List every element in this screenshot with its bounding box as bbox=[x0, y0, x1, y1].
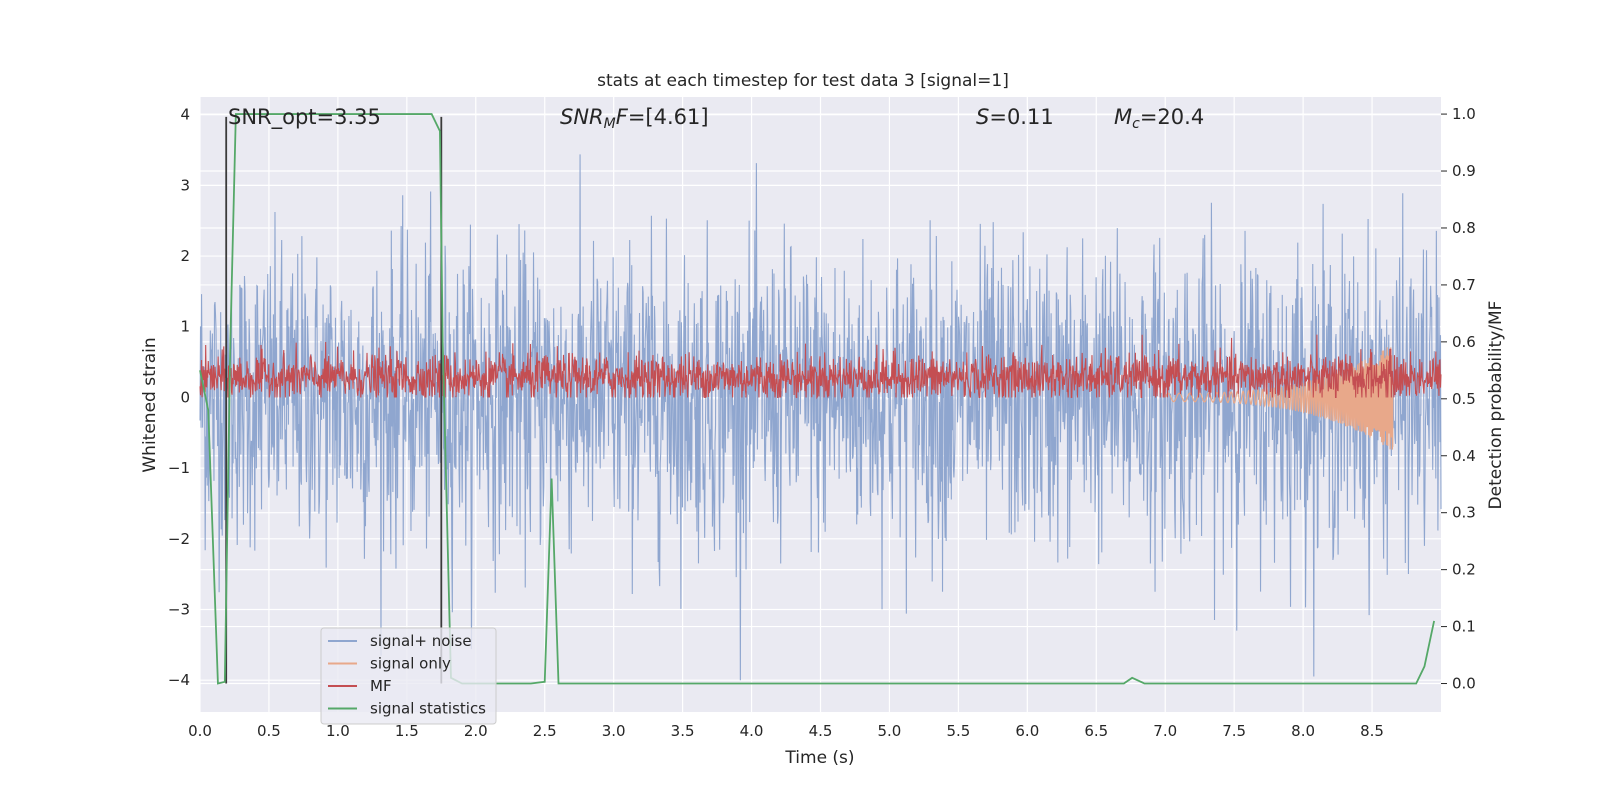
y-tick-label: −4 bbox=[168, 671, 190, 689]
annotation-mc-main: M bbox=[1114, 105, 1132, 129]
annotation-mc-rest: =20.4 bbox=[1140, 105, 1204, 129]
y2-tick-label: 1.0 bbox=[1452, 105, 1476, 123]
x-tick-label: 8.0 bbox=[1291, 722, 1315, 740]
y2-tick-label: 0.1 bbox=[1452, 618, 1476, 636]
legend-label: signal statistics bbox=[370, 700, 486, 718]
y2-tick-label: 0.9 bbox=[1452, 162, 1476, 180]
x-axis-ticks: 0.0 0.5 1.0 1.5 2.0 2.5 3.0 3.5 4.0 4.5 5.0 5.5 6.0 6… bbox=[188, 722, 1384, 740]
y2-tick-label: 0.3 bbox=[1452, 504, 1476, 522]
series-signal-only bbox=[1164, 347, 1394, 450]
y-tick-label: 0 bbox=[180, 388, 190, 406]
y-axis-ticks: −4 −3 −2 −1 0 1 2 3 4 bbox=[168, 106, 190, 690]
stats-trace bbox=[199, 113, 1435, 685]
x-tick-label: 8.5 bbox=[1360, 722, 1384, 740]
annotation-mc-sub: c bbox=[1132, 116, 1140, 132]
annotation-snr-mf-rest: F=[4.61] bbox=[616, 105, 709, 129]
legend-label: signal+ noise bbox=[370, 632, 472, 650]
y-tick-label: 4 bbox=[180, 106, 190, 124]
annotation-snr-mf-f: F bbox=[616, 105, 629, 129]
chart-title: stats at each timestep for test data 3 [… bbox=[597, 71, 1009, 91]
x-tick-label: 2.5 bbox=[533, 722, 557, 740]
y2-tick-label: 0.2 bbox=[1452, 561, 1476, 579]
noise-trace bbox=[199, 154, 1442, 681]
y2-tick-label: 0.5 bbox=[1452, 390, 1476, 408]
y2-tick-label: 0.6 bbox=[1452, 333, 1476, 351]
y-tick-label: 2 bbox=[180, 247, 190, 265]
x-tick-label: 4.5 bbox=[809, 722, 833, 740]
chirp-trace bbox=[1164, 347, 1394, 450]
legend-label: MF bbox=[370, 677, 392, 695]
y2-tick-label: 0.8 bbox=[1452, 219, 1476, 237]
annotation-snr-mf-main: SNR bbox=[560, 105, 604, 129]
y-tick-label: −1 bbox=[168, 459, 190, 477]
y-tick-label: 1 bbox=[180, 318, 190, 336]
y2-tick-label: 0.4 bbox=[1452, 447, 1476, 465]
x-tick-label: 7.0 bbox=[1153, 722, 1177, 740]
annotation-s: S=0.11 bbox=[976, 105, 1054, 129]
x-tick-label: 1.5 bbox=[395, 722, 419, 740]
legend-box bbox=[320, 627, 497, 725]
mf-trace bbox=[199, 334, 1442, 400]
y-tick-label: −3 bbox=[168, 601, 190, 619]
annotation-mc: Mc=20.4 bbox=[1114, 105, 1204, 132]
x-tick-label: 5.0 bbox=[878, 722, 902, 740]
x-tick-label: 4.0 bbox=[740, 722, 764, 740]
x-tick-label: 0.0 bbox=[188, 722, 212, 740]
series-signal-noise bbox=[199, 154, 1442, 681]
y2-axis-label: Detection probability/MF bbox=[1486, 301, 1506, 510]
x-tick-label: 2.0 bbox=[464, 722, 488, 740]
annotation-snr-mf-sub: M bbox=[604, 116, 616, 132]
series-mf bbox=[199, 334, 1442, 400]
y-axis-label: Whitened strain bbox=[140, 337, 160, 472]
x-tick-label: 5.5 bbox=[946, 722, 970, 740]
annotation-s-main: S bbox=[976, 105, 989, 129]
x-tick-label: 6.0 bbox=[1015, 722, 1039, 740]
x-axis-label: Time (s) bbox=[784, 748, 854, 768]
series-signal-statistics bbox=[199, 113, 1435, 685]
x-tick-label: 6.5 bbox=[1084, 722, 1108, 740]
y-tick-label: 3 bbox=[180, 176, 190, 194]
y-tick-label: −2 bbox=[168, 530, 190, 548]
annotation-snr-opt: SNR_opt=3.35 bbox=[228, 105, 381, 130]
legend: signal+ noise signal only MF signal statist… bbox=[320, 627, 497, 725]
x-tick-label: 0.5 bbox=[257, 722, 281, 740]
x-tick-label: 3.0 bbox=[602, 722, 626, 740]
legend-label: signal only bbox=[370, 655, 451, 673]
y2-tick-label: 0.0 bbox=[1452, 675, 1476, 693]
x-tick-label: 1.0 bbox=[326, 722, 350, 740]
x-tick-label: 3.5 bbox=[671, 722, 695, 740]
y2-axis-ticks: 0.0 0.1 0.2 0.3 0.4 0.5 0.6 0.7 0.8 0.9 1.0 bbox=[1441, 105, 1476, 693]
annotation-s-rest: =0.11 bbox=[989, 105, 1053, 129]
x-tick-label: 7.5 bbox=[1222, 722, 1246, 740]
y2-tick-label: 0.7 bbox=[1452, 276, 1476, 294]
annotation-snr-mf: SNRMF=[4.61] bbox=[560, 105, 709, 132]
